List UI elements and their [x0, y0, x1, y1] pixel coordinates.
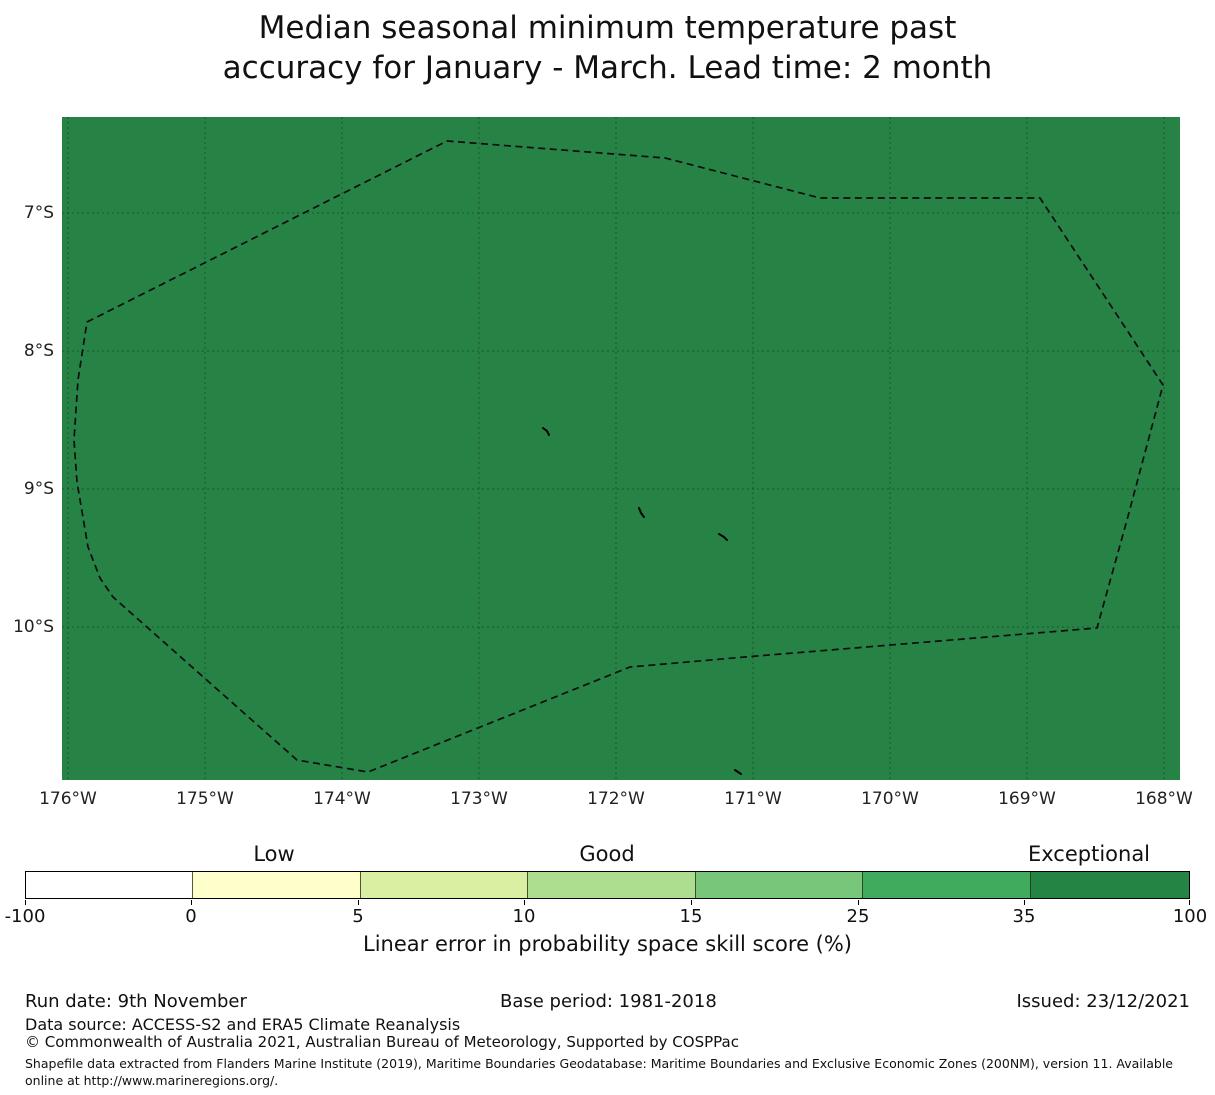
- colorbar-tick-label: 0: [185, 906, 197, 927]
- copyright-text: © Commonwealth of Australia 2021, Austra…: [25, 1033, 739, 1051]
- colorbar-class-low: Low: [253, 842, 295, 866]
- x-tick-174w: 174°W: [313, 789, 371, 809]
- y-tick-8s: 8°S: [23, 341, 54, 361]
- x-tick-175w: 175°W: [176, 789, 234, 809]
- colorbar-tick-label: -100: [4, 906, 46, 927]
- colorbar-tick: [358, 900, 359, 905]
- x-tick-168w: 168°W: [1135, 789, 1193, 809]
- eez-boundary-outline: [73, 140, 1164, 773]
- colorbar-segment: [862, 872, 1030, 898]
- colorbar-tick: [524, 900, 525, 905]
- colorbar-tick: [691, 900, 692, 905]
- colorbar-tick: [191, 900, 192, 905]
- colorbar-segment: [527, 872, 695, 898]
- colorbar-tick-label: 5: [352, 906, 364, 927]
- colorbar-segment: [359, 872, 527, 898]
- colorbar-segment: [694, 872, 862, 898]
- x-tick-171w: 171°W: [724, 789, 782, 809]
- island-mark: [718, 533, 728, 541]
- colorbar-tick: [1024, 900, 1025, 905]
- issued-date-text: Issued: 23/12/2021: [1016, 991, 1190, 1012]
- run-date-text: Run date: 9th November: [25, 991, 247, 1012]
- colorbar-tick-label: 25: [846, 906, 870, 927]
- shapefile-note-text: Shapefile data extracted from Flanders M…: [25, 1056, 1173, 1088]
- map-plot-area: [62, 117, 1180, 780]
- colorbar-tick-label: 15: [679, 906, 703, 927]
- colorbar-class-good: Good: [579, 842, 635, 866]
- island-mark: [542, 427, 550, 436]
- colorbar-segment: [192, 872, 360, 898]
- title-line-2: accuracy for January - March. Lead time:…: [222, 50, 993, 86]
- x-tick-169w: 169°W: [998, 789, 1056, 809]
- x-tick-173w: 173°W: [450, 789, 508, 809]
- island-mark: [638, 507, 645, 518]
- title-line-1: Median seasonal minimum temperature past: [258, 10, 957, 46]
- colorbar-tick: [1189, 900, 1190, 905]
- colorbar-tick-label: 100: [1172, 906, 1208, 927]
- y-tick-10s: 10°S: [13, 617, 54, 637]
- colorbar-tick-label: 10: [512, 906, 536, 927]
- colorbar: [25, 871, 1190, 899]
- x-tick-176w: 176°W: [39, 789, 97, 809]
- colorbar-segment: [26, 872, 192, 898]
- data-source-text: Data source: ACCESS-S2 and ERA5 Climate …: [25, 1015, 461, 1034]
- x-tick-172w: 172°W: [587, 789, 645, 809]
- map-canvas: [62, 117, 1180, 780]
- island-marks: [542, 427, 742, 775]
- page-title: Median seasonal minimum temperature past…: [0, 8, 1215, 88]
- x-tick-170w: 170°W: [861, 789, 919, 809]
- colorbar-segment: [1029, 872, 1189, 898]
- island-mark: [734, 769, 742, 775]
- y-tick-9s: 9°S: [23, 479, 54, 499]
- colorbar-tick-label: 35: [1012, 906, 1036, 927]
- colorbar-tick: [25, 900, 26, 905]
- colorbar-class-exceptional: Exceptional: [1027, 842, 1151, 866]
- base-period-text: Base period: 1981-2018: [500, 991, 717, 1012]
- colorbar-axis-label: Linear error in probability space skill …: [363, 932, 852, 956]
- graticule-gridlines: [62, 117, 1180, 780]
- y-tick-7s: 7°S: [23, 203, 54, 223]
- colorbar-tick: [858, 900, 859, 905]
